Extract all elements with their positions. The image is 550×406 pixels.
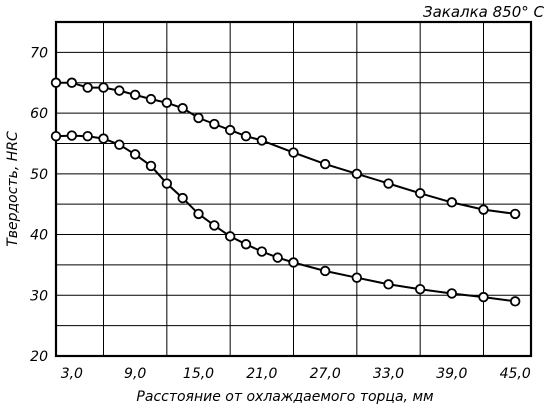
series-1 bbox=[50, 77, 521, 220]
y-axis-label: Твердость, HRC bbox=[5, 131, 21, 247]
x-tick-label: 21,0 bbox=[246, 366, 277, 382]
data-point bbox=[82, 130, 93, 142]
series-group bbox=[50, 77, 521, 307]
x-tick-label: 15,0 bbox=[183, 366, 214, 382]
data-point bbox=[509, 296, 521, 307]
data-point bbox=[161, 178, 173, 189]
data-point bbox=[224, 231, 236, 242]
x-tick-label: 45,0 bbox=[500, 366, 531, 382]
y-tick-label: 50 bbox=[30, 167, 48, 183]
data-point bbox=[209, 220, 220, 231]
data-point bbox=[351, 168, 363, 180]
data-point bbox=[288, 147, 299, 158]
data-point bbox=[145, 93, 157, 105]
data-point bbox=[98, 82, 109, 93]
data-point bbox=[50, 130, 62, 142]
data-point bbox=[224, 124, 236, 136]
data-point bbox=[66, 130, 78, 141]
data-point bbox=[446, 197, 458, 208]
data-point bbox=[177, 103, 188, 114]
data-point bbox=[209, 118, 220, 130]
data-point bbox=[240, 130, 252, 142]
x-tick-label: 33,0 bbox=[373, 366, 404, 382]
x-tick-label: 3,0 bbox=[61, 366, 83, 382]
data-point bbox=[272, 252, 283, 263]
series-line bbox=[56, 81, 516, 215]
data-point bbox=[66, 77, 78, 88]
data-point bbox=[193, 208, 204, 220]
data-point bbox=[319, 158, 331, 170]
data-point bbox=[193, 112, 204, 124]
data-point bbox=[98, 133, 109, 144]
y-tick-label: 40 bbox=[30, 228, 48, 244]
data-point bbox=[114, 139, 125, 150]
data-point bbox=[414, 284, 426, 295]
data-point bbox=[50, 77, 62, 88]
tick-labels: 3,0 9,0 15,0 21,0 27,0 33,0 39,0 45,0 30 40 50 60 70… bbox=[30, 45, 531, 382]
y-tick-label: 60 bbox=[30, 106, 48, 122]
x-tick-label: 9,0 bbox=[124, 366, 146, 382]
data-point bbox=[288, 257, 299, 268]
data-point bbox=[256, 135, 268, 146]
data-point bbox=[351, 272, 363, 283]
y-tick-label: 70 bbox=[30, 45, 48, 61]
data-point bbox=[240, 239, 252, 250]
x-axis-label: Расстояние от охлаждаемого торца, мм bbox=[136, 389, 434, 405]
data-point bbox=[478, 291, 489, 303]
data-point bbox=[145, 160, 157, 172]
data-point bbox=[383, 279, 394, 290]
plot-area-frame bbox=[54, 20, 533, 358]
data-point bbox=[383, 178, 394, 189]
series-2 bbox=[50, 130, 521, 307]
y-tick-label: 20 bbox=[30, 349, 48, 365]
x-tick-label: 27,0 bbox=[310, 366, 341, 382]
annotation-label: Закалка 850° С bbox=[423, 3, 545, 21]
series-line bbox=[55, 134, 516, 303]
data-point bbox=[129, 89, 141, 101]
grid-lines bbox=[56, 22, 531, 356]
data-point bbox=[114, 85, 125, 96]
data-point bbox=[319, 265, 331, 277]
y-tick-label: 30 bbox=[30, 288, 48, 304]
data-point bbox=[129, 149, 141, 160]
data-point bbox=[161, 97, 173, 108]
data-point bbox=[82, 82, 93, 93]
data-point bbox=[177, 192, 188, 204]
data-point bbox=[256, 246, 268, 257]
data-point bbox=[414, 188, 426, 199]
x-tick-label: 39,0 bbox=[436, 366, 467, 382]
data-point bbox=[446, 288, 458, 299]
data-point bbox=[509, 208, 521, 220]
data-point bbox=[478, 204, 489, 215]
